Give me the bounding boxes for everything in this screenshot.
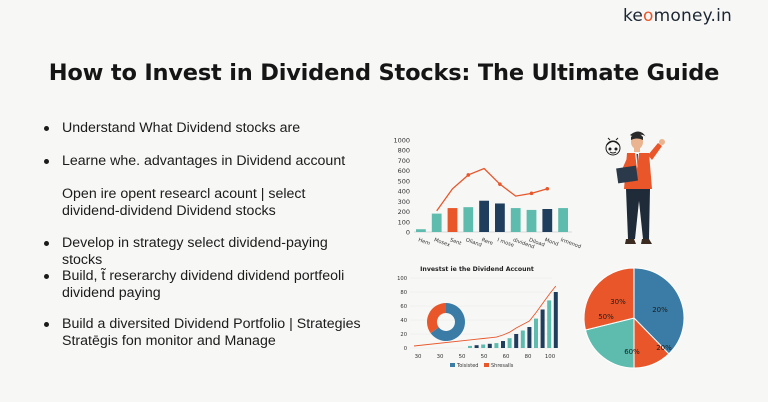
bar	[495, 203, 505, 232]
bullet-item-sub: Open ire opent researcl acount | select …	[62, 186, 306, 219]
page-title: How to Invest in Dividend Stocks: The Ul…	[48, 60, 720, 86]
x-tick-label: 50	[481, 354, 488, 360]
bar	[431, 213, 442, 232]
pie-label: 50%	[598, 313, 614, 321]
x-tick-label: Sent	[449, 237, 462, 247]
y-tick-label: 60	[400, 304, 407, 310]
pie-slice	[584, 317, 635, 369]
bar	[468, 345, 472, 348]
y-tick-label: 20	[400, 332, 407, 338]
chart-title: Investst ie the Dividend Account	[420, 266, 534, 273]
y-tick-label: 300	[398, 198, 410, 206]
y-tick-label: 0	[404, 346, 407, 352]
y-tick-label: 500	[398, 177, 410, 185]
y-tick-label: 0	[406, 229, 410, 237]
x-tick-label: Mond	[544, 237, 559, 248]
bar	[520, 330, 525, 348]
bar	[558, 208, 568, 232]
bullet-dot	[44, 274, 49, 279]
trend-line	[413, 285, 557, 347]
businessman-illustration	[605, 131, 665, 244]
y-tick-label: 700	[398, 157, 410, 165]
trend-point	[466, 173, 471, 177]
pie-slice	[633, 267, 685, 355]
bar-line-chart: 0 100 200 300 400 500 600 700 800 1000 Hem MosexSen…	[393, 137, 582, 251]
bullet-item: Learne whe. advantages in Dividend accou…	[44, 153, 364, 170]
bar	[542, 209, 553, 232]
y-tick-label: 80	[400, 290, 407, 296]
bar	[447, 208, 458, 232]
bullet-item: Develop in strategy select dividend-payi…	[44, 235, 364, 269]
y-tick-label: 100	[398, 218, 410, 226]
x-tick-label: 60	[503, 354, 510, 360]
y-tick-label: 100	[397, 276, 407, 282]
pie-label: 20%	[656, 344, 672, 352]
legend-label: Toisisted	[456, 363, 478, 369]
x-tick-label: 30	[437, 354, 444, 360]
x-tick-label: Diload	[528, 237, 546, 248]
bar	[481, 344, 486, 348]
y-tick-label: 800	[398, 147, 410, 155]
bar	[510, 208, 521, 232]
bullet-item: Understand What Dividend stocks are	[44, 120, 364, 137]
brand-logo: keomoney.in	[622, 6, 732, 26]
bar	[514, 334, 519, 348]
y-tick-label: 400	[398, 188, 410, 196]
y-tick-label: 200	[398, 208, 410, 216]
legend-swatch	[484, 363, 489, 367]
x-tick-label: Oliand	[465, 237, 483, 248]
x-tick-label: Rere	[481, 237, 494, 247]
bar	[553, 292, 558, 348]
x-tick-label: Hem	[417, 237, 430, 247]
pie-label: 60%	[624, 348, 640, 356]
bar	[507, 338, 512, 348]
bullet-dot	[44, 126, 49, 131]
donut-segment	[427, 303, 446, 334]
x-tick-label: 80	[525, 354, 532, 360]
bar	[526, 209, 537, 232]
y-tick-label: 40	[400, 318, 407, 324]
bar	[547, 300, 552, 348]
bullet-dot	[44, 159, 49, 164]
y-tick-label: 600	[398, 167, 410, 175]
bullet-dot	[44, 322, 49, 327]
bar	[501, 341, 505, 348]
pie-label: 30%	[610, 298, 626, 306]
dividend-account-chart: Investst ie the Dividend Account 0 20 40 60 8…	[397, 266, 558, 369]
x-tick-label: Mosex	[433, 237, 451, 248]
bar	[416, 229, 426, 232]
trend-point	[529, 191, 534, 196]
bar	[494, 343, 499, 348]
pie-chart: 20% 20% 60% 50% 30%	[583, 267, 685, 369]
bar	[463, 207, 474, 232]
pie-slice	[583, 267, 635, 331]
bar	[487, 343, 492, 348]
x-tick-label: 30	[415, 354, 422, 360]
trend-point	[498, 182, 502, 186]
x-tick-label: I mose	[496, 237, 514, 249]
legend-label: Shresalls	[491, 363, 514, 369]
bar	[534, 318, 538, 348]
donut-segment	[430, 303, 465, 341]
x-tick-label: 100	[545, 354, 556, 360]
bar	[527, 327, 532, 348]
legend-swatch	[450, 363, 455, 367]
bar	[479, 200, 489, 232]
x-tick-label: lrmenod	[560, 237, 582, 250]
bar	[540, 309, 545, 348]
x-tick-label: 50	[459, 354, 466, 360]
bar	[474, 345, 479, 348]
bullet-item: Build a diversited Dividend Portfolio | …	[44, 316, 364, 350]
trend-point	[545, 186, 550, 191]
y-tick-label: 1000	[393, 137, 410, 145]
bullet-item: Build, t̃ reserarchy dividend dividend p…	[44, 268, 349, 302]
pie-label: 20%	[652, 306, 668, 314]
bullet-dot	[44, 241, 49, 246]
trend-line	[436, 167, 548, 212]
